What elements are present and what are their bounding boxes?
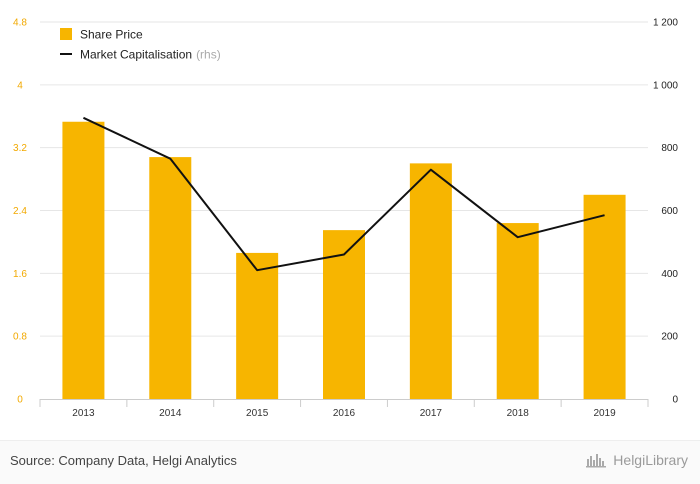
legend: Share Price Market Capitalisation (rhs): [60, 28, 221, 62]
bar-share-price: [584, 195, 626, 399]
y-left-tick-label: 4: [17, 80, 23, 91]
legend-label-market-cap-suffix: (rhs): [196, 48, 221, 62]
y-left-tick-label: 3.2: [13, 143, 27, 154]
y-right-tick-label: 1 000: [653, 80, 678, 91]
legend-label-share-price: Share Price: [80, 28, 143, 42]
bar-share-price: [62, 122, 104, 399]
bar-share-price: [410, 163, 452, 399]
chart: 0 0 0.8 200 1.6 400 2.4 600 3.2 800 4 1 000 4.8 1 200…: [0, 0, 700, 440]
bar-share-price: [497, 223, 539, 399]
x-tick-label: 2016: [333, 408, 356, 419]
y-right-tick-label: 800: [661, 143, 678, 154]
x-tick-label: 2018: [507, 408, 530, 419]
y-right-tick-label: 1 200: [653, 18, 678, 29]
brand-name: HelgiLibrary: [613, 452, 688, 468]
bar-series: [62, 122, 625, 399]
x-tick-label: 2015: [246, 408, 269, 419]
y-left-tick-label: 0: [17, 395, 23, 406]
y-left-tick-label: 1.6: [13, 269, 27, 280]
brand-link[interactable]: HelgiLibrary: [586, 452, 688, 468]
y-left-tick-label: 0.8: [13, 332, 27, 343]
x-tick-label: 2014: [159, 408, 182, 419]
footer: Source: Company Data, Helgi Analytics He…: [0, 440, 700, 484]
y-right-tick-label: 0: [672, 395, 678, 406]
bar-share-price: [149, 157, 191, 399]
y-right-tick-label: 200: [661, 332, 678, 343]
bar-share-price: [236, 253, 278, 399]
x-tick-label: 2017: [420, 408, 443, 419]
y-right-tick-label: 600: [661, 206, 678, 217]
helgi-library-icon: [586, 452, 608, 468]
y-left-tick-label: 4.8: [13, 18, 27, 29]
x-tick-label: 2013: [72, 408, 95, 419]
x-tick-label: 2019: [593, 408, 616, 419]
source-note: Source: Company Data, Helgi Analytics: [10, 453, 237, 468]
legend-label-market-cap: Market Capitalisation (rhs): [80, 48, 221, 62]
legend-swatch-share-price: [60, 28, 72, 40]
legend-label-market-cap-name: Market Capitalisation: [80, 48, 192, 62]
y-right-tick-label: 400: [661, 269, 678, 280]
y-left-tick-label: 2.4: [13, 206, 27, 217]
